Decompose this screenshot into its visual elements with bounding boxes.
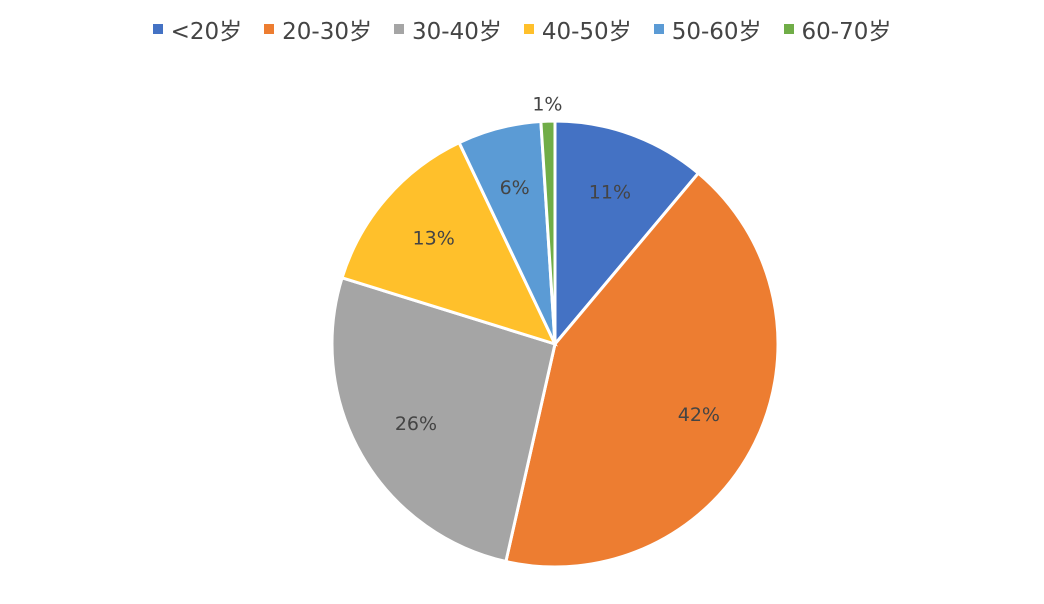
- legend-swatch: [523, 24, 534, 34]
- legend-item: 20-30岁: [264, 12, 372, 46]
- legend-swatch: [653, 24, 664, 34]
- legend-label: 50-60岁: [671, 19, 762, 45]
- legend-swatch: [783, 24, 794, 34]
- legend-label: 30-40岁: [412, 19, 502, 45]
- legend-item: <20岁: [152, 12, 243, 46]
- legend-item: 40-50岁: [523, 12, 632, 46]
- legend-swatch: [152, 24, 163, 34]
- data-label: 11%: [589, 182, 631, 204]
- legend-item: 30-40岁: [394, 12, 502, 46]
- legend-label: 60-70岁: [801, 19, 892, 45]
- data-label: 1%: [532, 94, 562, 116]
- legend-label: <20岁: [170, 19, 243, 45]
- legend-item: 50-60岁: [653, 12, 762, 46]
- pie-slice: [340, 140, 558, 347]
- pie-slice: [330, 275, 557, 564]
- chart-legend: <20岁 20-30岁 30-40岁 40-50岁 50-60岁 60-70岁: [0, 12, 1044, 46]
- legend-swatch: [394, 24, 404, 34]
- legend-label: 40-50岁: [541, 19, 632, 45]
- pie-slice: [504, 171, 780, 569]
- legend-item: 60-70岁: [783, 12, 892, 46]
- legend-swatch: [264, 24, 275, 34]
- data-label: 6%: [500, 177, 530, 199]
- legend-label: 20-30岁: [282, 19, 372, 45]
- data-label: 26%: [395, 413, 437, 435]
- data-label: 42%: [678, 404, 720, 426]
- data-label: 13%: [413, 227, 455, 249]
- pie-slice: [553, 119, 701, 349]
- pie-slice: [539, 119, 557, 345]
